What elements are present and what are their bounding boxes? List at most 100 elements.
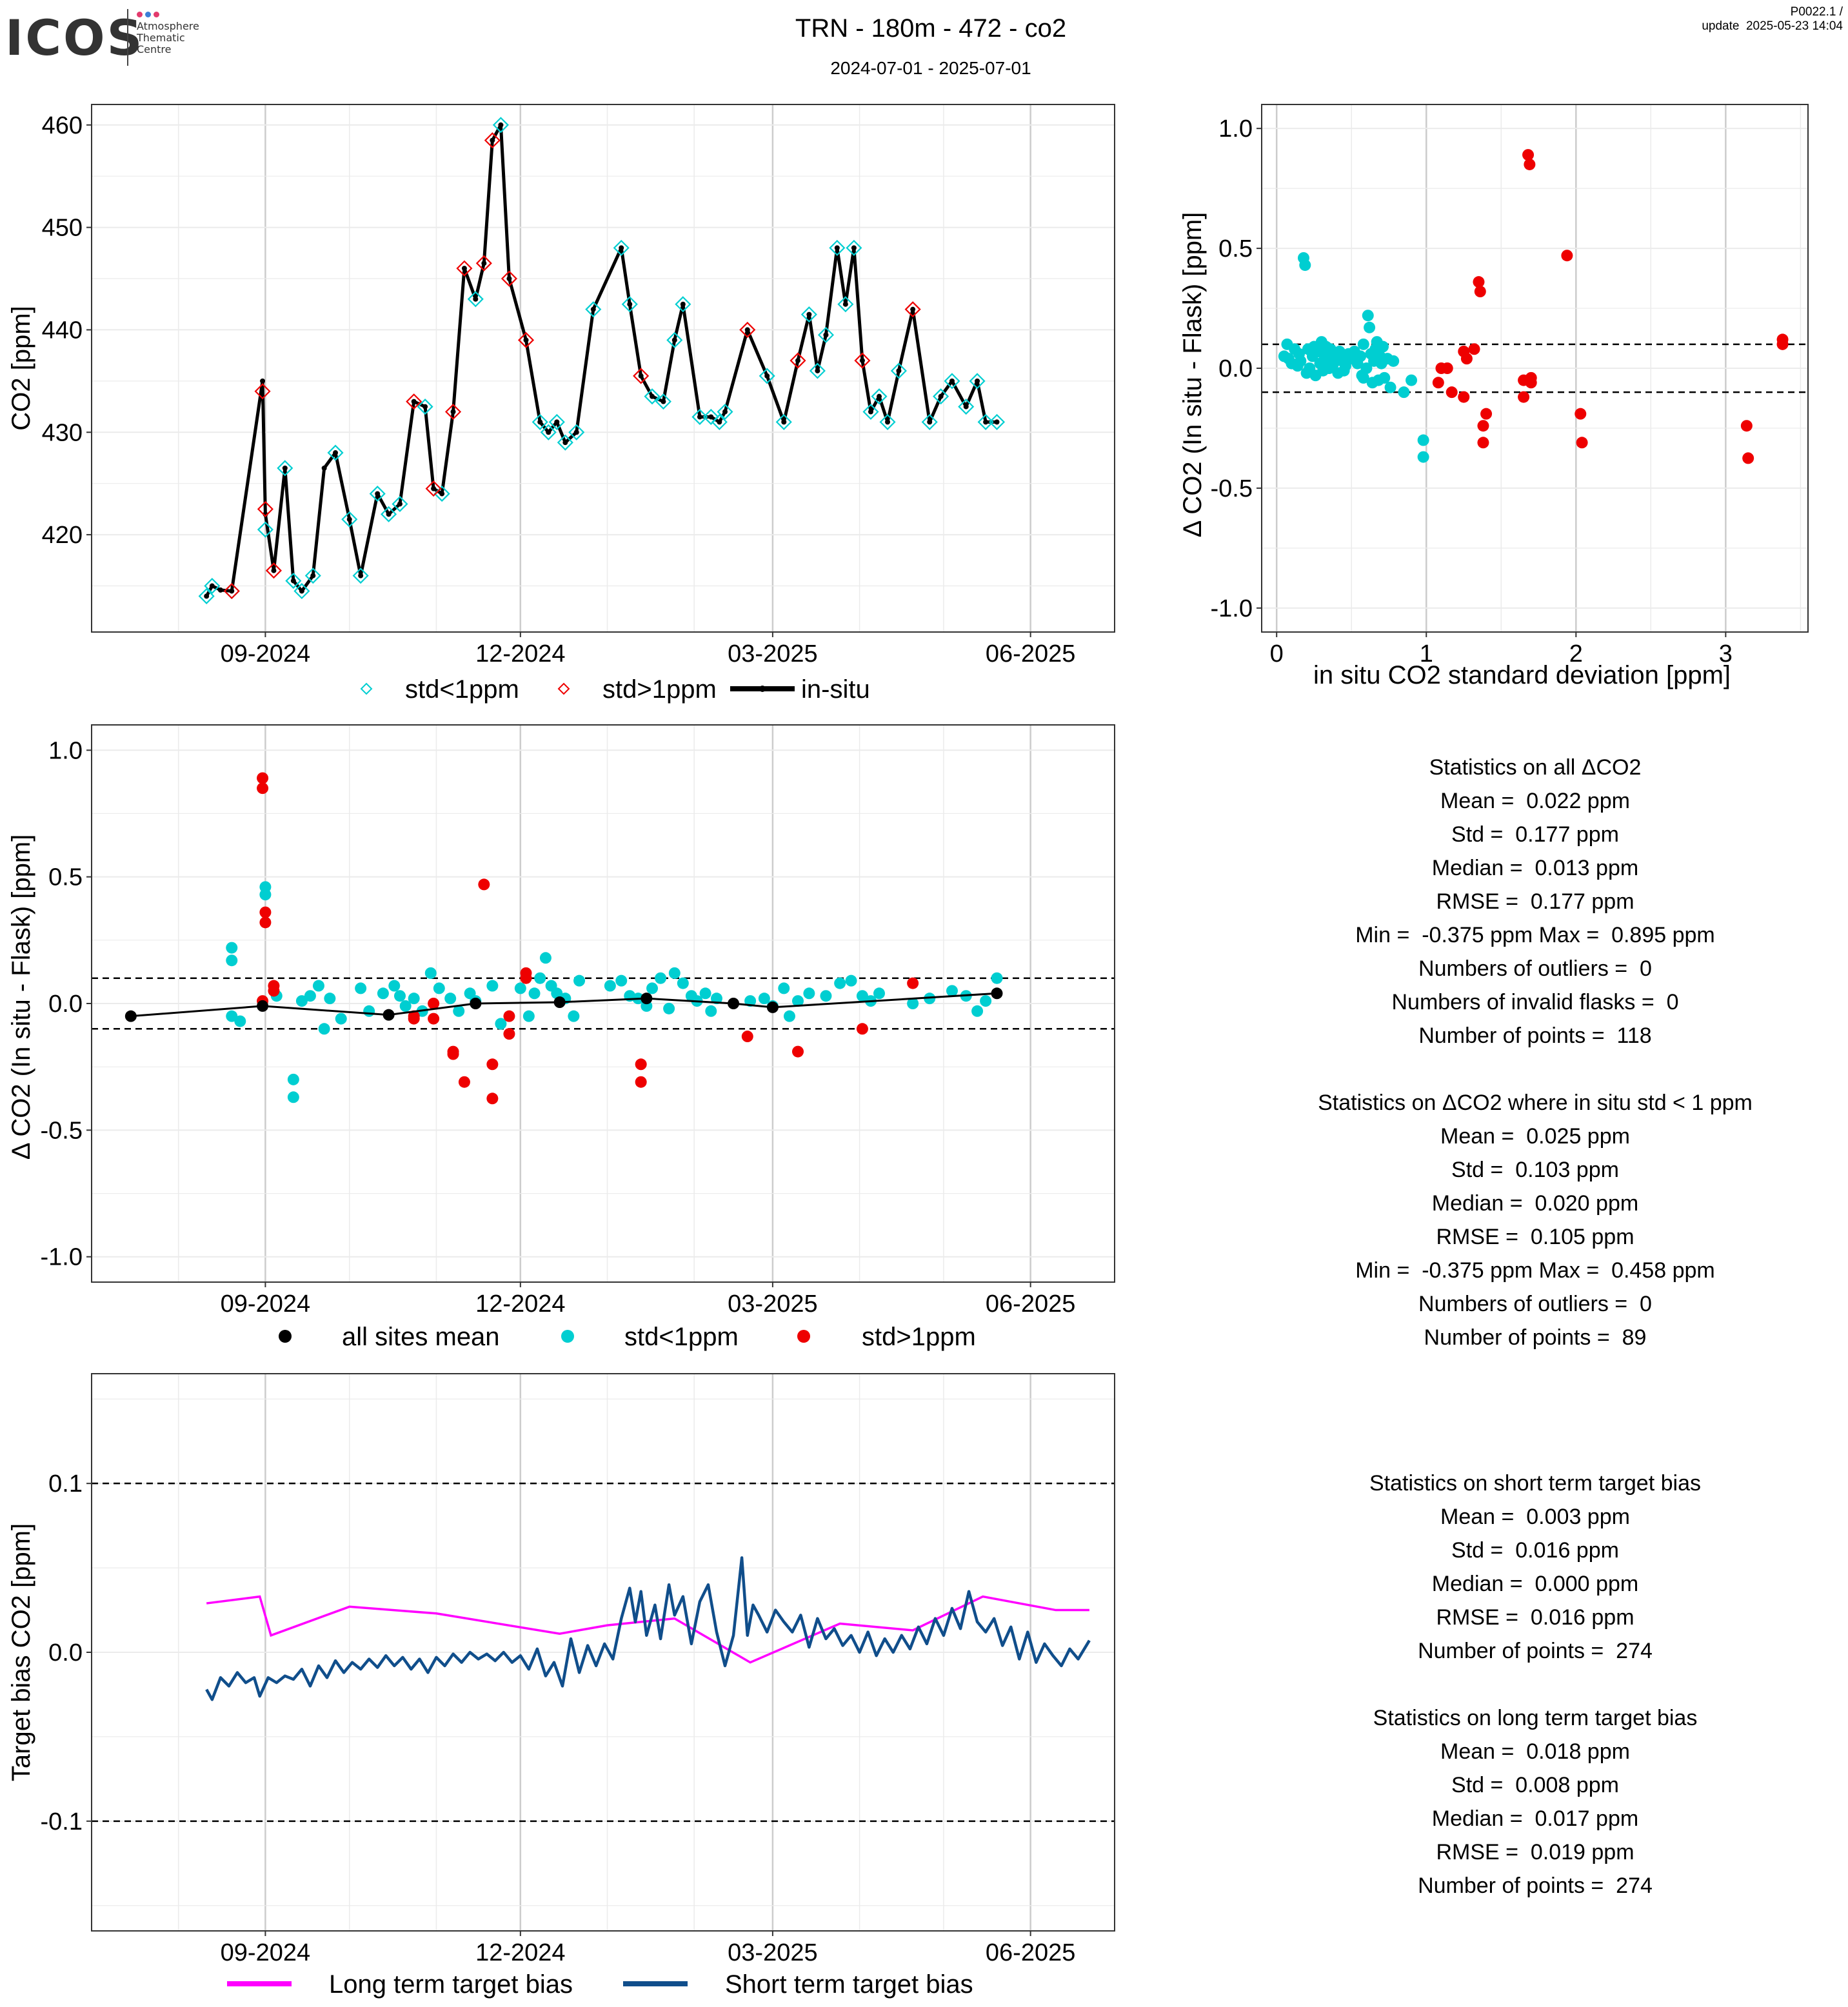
insitu-point	[744, 327, 750, 333]
insitu-point	[346, 517, 352, 522]
scatter-point-std-gt1	[1474, 286, 1486, 298]
flask-std-gt1-marker	[425, 480, 442, 497]
scatter-point-std-lt1	[1417, 451, 1429, 463]
delta-point-std-lt1	[668, 967, 681, 979]
scatter-point-std-gt1	[1473, 276, 1485, 288]
all-sites-mean-point	[124, 1010, 137, 1022]
insitu-point	[619, 245, 624, 251]
scatter-point-std-lt1	[1320, 341, 1332, 353]
x-tick-label: 3	[1719, 640, 1733, 667]
insitu-point	[375, 491, 381, 497]
delta-point-std-lt1	[791, 995, 804, 1007]
delta-point-std-lt1	[408, 993, 420, 1005]
all-sites-mean-point	[728, 998, 740, 1009]
delta-point-std-lt1	[744, 995, 757, 1007]
flask-std-lt1-marker	[352, 568, 369, 584]
insitu-point	[949, 378, 955, 384]
delta-point-std-lt1	[226, 942, 238, 954]
delta-point-std-lt1	[259, 889, 272, 901]
insitu-point	[473, 296, 479, 302]
page-title: TRN - 180m - 472 - co2	[795, 14, 1067, 43]
x-axis-label: in situ CO2 standard deviation [ppm]	[1313, 661, 1731, 689]
logo-dot	[145, 12, 151, 17]
insitu-point	[842, 301, 848, 307]
insitu-point	[204, 593, 210, 599]
insitu-point	[490, 137, 495, 143]
delta-point-std-lt1	[551, 987, 563, 1000]
flask-std-lt1-marker	[846, 239, 862, 256]
flask-std-gt1-marker	[223, 582, 240, 600]
stats-line: Std = 0.016 ppm	[1451, 1538, 1619, 1563]
all-sites-mean-point	[470, 998, 482, 1009]
flask-std-gt1-marker	[517, 331, 535, 348]
insitu-point	[573, 430, 579, 435]
stats-line: RMSE = 0.019 ppm	[1436, 1840, 1634, 1864]
delta-time-panel: 09-2024 12-2024 03-2025 06-2025 -1.0 -0.5 0.0 0…	[7, 724, 1115, 1351]
scatter-point-std-lt1	[1406, 374, 1418, 386]
legend-label: in-situ	[801, 675, 870, 704]
flask-std-gt1-marker	[406, 393, 422, 410]
delta-point-std-gt1	[458, 1076, 470, 1088]
version-label: P0022.1 /	[1790, 5, 1843, 19]
scatter-point-std-gt1	[1480, 408, 1493, 420]
x-tick-label: 0	[1270, 640, 1284, 667]
y-axis-label: Δ CO2 (In situ - Flask) [ppm]	[1178, 212, 1207, 538]
stats-line: Statistics on short term target bias	[1369, 1471, 1701, 1496]
insitu-point	[358, 573, 364, 578]
legend-dot-icon	[561, 1330, 574, 1343]
scatter-point-std-gt1	[1477, 437, 1489, 449]
scatter-point-std-gt1	[1432, 377, 1444, 389]
delta-point-std-lt1	[312, 980, 324, 992]
flask-std-lt1-marker	[817, 326, 834, 343]
delta-point-std-lt1	[355, 982, 367, 994]
delta-point-std-lt1	[522, 1010, 535, 1022]
scatter-point-std-lt1	[1299, 259, 1311, 272]
stats-line: Number of points = 89	[1424, 1325, 1647, 1350]
insitu-point	[927, 419, 933, 425]
stats-line: Std = 0.177 ppm	[1451, 822, 1619, 847]
x-tick-label: 1	[1420, 640, 1433, 667]
x-tick-label: 03-2025	[728, 1939, 817, 1966]
insitu-point	[781, 419, 787, 425]
scatter-point-std-lt1	[1362, 310, 1374, 322]
y-axis-label: Δ CO2 (In situ - Flask) [ppm]	[7, 835, 35, 1160]
flask-std-lt1-marker	[644, 388, 661, 405]
all-sites-mean-point	[991, 987, 1003, 1000]
insitu-point	[975, 378, 980, 384]
flask-std-lt1-marker	[862, 403, 879, 420]
insitu-point	[963, 404, 969, 410]
flask-std-lt1-marker	[717, 403, 733, 420]
delta-point-std-lt1	[758, 993, 770, 1005]
insitu-line	[204, 123, 997, 597]
delta-point-std-lt1	[234, 1015, 246, 1027]
delta-point-std-lt1	[393, 990, 406, 1002]
delta-legend: all sites mean std<1ppm std>1ppm	[279, 1323, 976, 1351]
delta-point-std-lt1	[677, 977, 689, 989]
stats-target-block: Statistics on short term target bias Mean…	[1213, 1467, 1848, 1903]
stats-line: RMSE = 0.177 ppm	[1436, 889, 1634, 914]
x-tick-label: 2	[1569, 640, 1583, 667]
logo-dot	[154, 12, 159, 17]
insitu-point	[481, 261, 487, 266]
scatter-point-std-lt1	[1357, 371, 1369, 384]
delta-point-std-lt1	[433, 982, 445, 994]
x-tick-label: 06-2025	[986, 1939, 1075, 1966]
delta-point-std-lt1	[971, 1005, 984, 1017]
scatter-point-std-gt1	[1458, 391, 1470, 403]
delta-point-std-lt1	[304, 990, 316, 1002]
insitu-point	[806, 311, 812, 317]
delta-point-std-lt1	[980, 995, 992, 1007]
delta-point-std-gt1	[635, 1058, 647, 1071]
insitu-point	[554, 419, 560, 425]
delta-point-std-gt1	[447, 1045, 459, 1058]
scatter-point-std-gt1	[1576, 437, 1588, 449]
x-tick-label: 06-2025	[986, 640, 1075, 667]
insitu-point	[717, 419, 722, 425]
flask-std-lt1-marker	[392, 495, 408, 513]
delta-point-std-gt1	[259, 906, 272, 918]
flask-std-lt1-marker	[969, 373, 986, 390]
delta-point-std-lt1	[444, 993, 457, 1005]
all-sites-mean-point	[383, 1009, 395, 1021]
delta-point-std-gt1	[478, 878, 490, 891]
delta-point-std-lt1	[399, 1000, 412, 1012]
